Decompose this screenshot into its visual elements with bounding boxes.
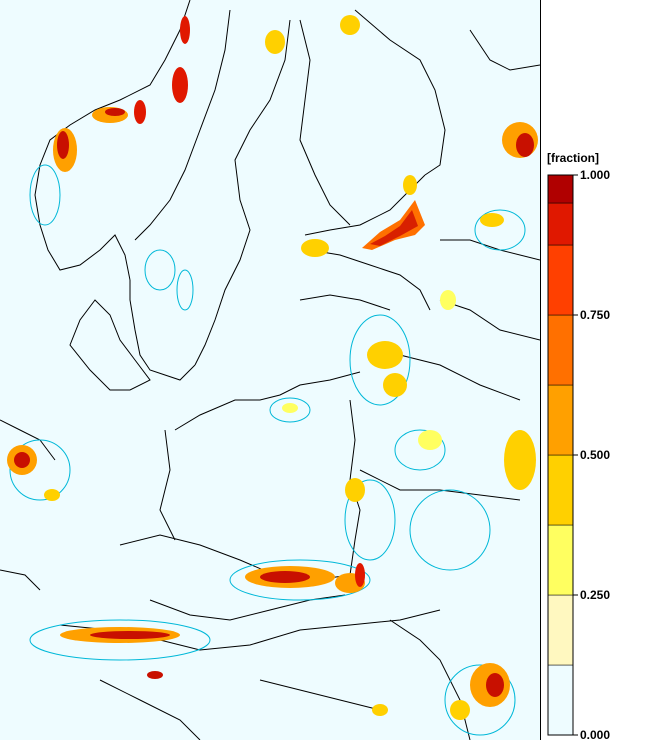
legend-tick-label: 0.000 bbox=[580, 728, 611, 742]
legend-bin-0 bbox=[547, 664, 574, 736]
color-legend bbox=[547, 174, 578, 736]
legend-bin-2 bbox=[547, 524, 574, 596]
legend-bin-8 bbox=[547, 174, 574, 204]
legend-bin-6 bbox=[547, 244, 574, 316]
legend-tick-label: 0.250 bbox=[580, 588, 611, 602]
legend-tick-label: 0.500 bbox=[580, 448, 611, 462]
legend-tick-marks bbox=[573, 174, 578, 736]
legend-tick-label: 0.750 bbox=[580, 308, 611, 322]
legend-tick-label: 1.000 bbox=[580, 168, 611, 182]
legend-color-bins bbox=[547, 174, 574, 736]
legend-bin-4 bbox=[547, 384, 574, 456]
map-canvas bbox=[0, 0, 540, 740]
legend-title: [fraction] bbox=[547, 151, 599, 165]
legend-bin-1 bbox=[547, 594, 574, 666]
legend-bin-5 bbox=[547, 314, 574, 386]
map-panel bbox=[0, 0, 541, 740]
contour-lines bbox=[9, 164, 526, 736]
legend-bin-7 bbox=[547, 202, 574, 246]
fraction-fields bbox=[7, 15, 538, 720]
legend-bin-3 bbox=[547, 454, 574, 526]
